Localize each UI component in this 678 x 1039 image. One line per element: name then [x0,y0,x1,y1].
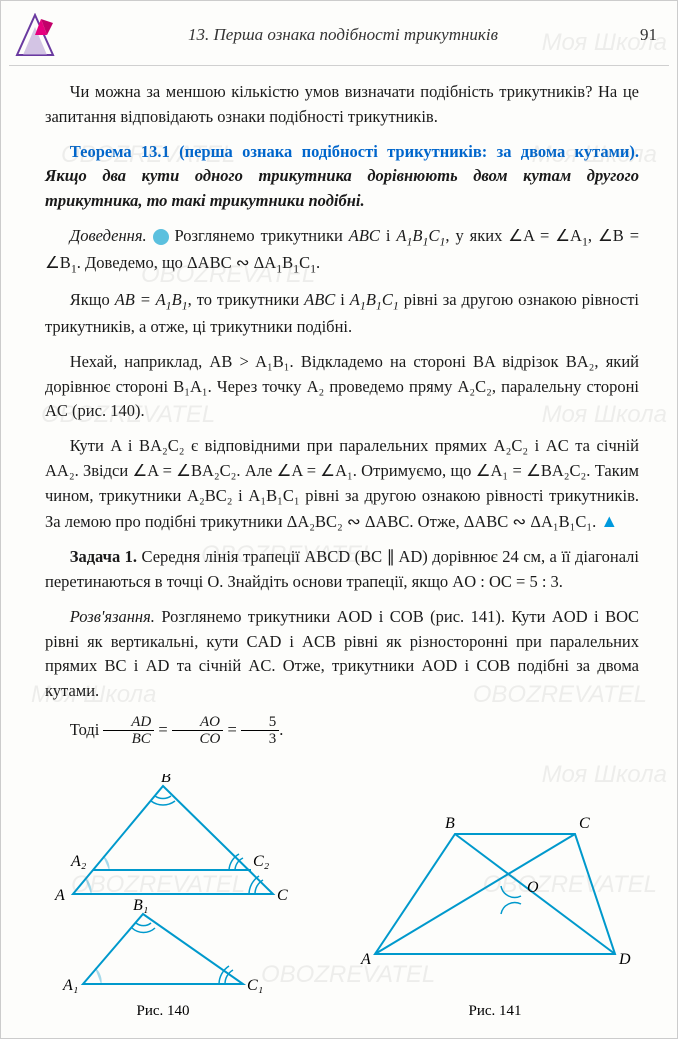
numerator: AO [172,714,224,732]
proof-label: Доведення. [70,226,147,245]
problem-1: Задача 1. Середня лінія трапеції ABCD (B… [45,545,639,595]
fraction: AO CO [172,714,224,748]
denominator: 3 [241,731,279,748]
text: і [335,290,350,309]
text: і [380,226,396,245]
equation: Тоді AD BC = AO CO = 5 3 . [45,714,639,748]
denominator: BC [103,731,154,748]
figure-141-svg: A D B C O [345,774,645,994]
label-B1: B₁ [133,897,148,914]
label-A: A [54,887,65,904]
theorem: Теорема 13.1 (перша ознака подібності тр… [45,140,639,214]
theorem-body: Якщо два кути одного трикутника дорівнюю… [45,166,639,210]
label-A1: A₁ [62,977,78,994]
fraction: AD BC [103,714,154,748]
label-C: C [277,887,288,904]
text: Розглянемо трикутники [175,226,349,245]
problem-label: Задача 1. [70,547,137,566]
label-C2: C₂ [253,853,270,870]
section-title: 13. Перша ознака подібності трикутників [69,25,617,45]
text: . Доведемо, що ΔABC ∾ ΔA [77,253,276,272]
eq-prefix: Тоді [70,720,104,739]
denominator: CO [172,731,224,748]
figure-140-svg: A B C A₂ C₂ A₁ B₁ C₁ [33,774,293,994]
proof-p2: Якщо AB = A1B1, то трикутники ABC і A1B1… [45,288,639,340]
numerator: 5 [241,714,279,732]
proof-p3: Нехай, наприклад, AB > A₁B₁. Відкладемо … [45,350,639,424]
proof-p1: Доведення. ☺ Розглянемо трикутники ABC і… [45,224,639,278]
page-content: Чи можна за меншою кількістю умов визнач… [9,66,669,774]
qed-icon: ▲ [600,511,618,531]
page-number: 91 [617,25,657,45]
text: Якщо [70,290,115,309]
page: Моя Школа OBOZREVATEL Моя Школа OBOZREVA… [0,0,678,1039]
numerator: AD [103,714,154,732]
label-B: B [445,815,455,832]
label-C: C [579,815,590,832]
book-logo-icon [13,13,69,57]
page-header: 13. Перша ознака подібності трикутників … [9,9,669,66]
label-A2: A₂ [70,853,87,870]
smiley-icon: ☺ [153,229,169,245]
figure-label: Рис. 140 [33,1003,293,1020]
proof-p4: Кути A і BA₂C₂ є відповідними при парале… [45,434,639,535]
text: , то трикутники [188,290,304,309]
label-A: A [360,951,371,968]
figure-141: A D B C O Рис. 141 [345,774,645,1020]
solution-label: Розв'язання. [70,607,155,626]
text: Кути A і BA₂C₂ є відповідними при парале… [45,436,639,531]
figure-label: Рис. 141 [345,1003,645,1020]
figures-row: A B C A₂ C₂ A₁ B₁ C₁ [9,774,669,1030]
label-B: B [161,774,171,786]
theorem-title: Теорема 13.1 (перша ознака подібності тр… [70,142,639,161]
fraction: 5 3 [241,714,279,748]
label-D: D [618,951,631,968]
intro-paragraph: Чи можна за меншою кількістю умов визнач… [45,80,639,130]
text: , у яких ∠A = ∠A [445,226,582,245]
label-C1: C₁ [247,977,263,994]
label-O: O [527,879,539,896]
figure-140: A B C A₂ C₂ A₁ B₁ C₁ [33,774,293,1020]
solution-p1: Розв'язання. Розглянемо трикутники AOD і… [45,605,639,704]
